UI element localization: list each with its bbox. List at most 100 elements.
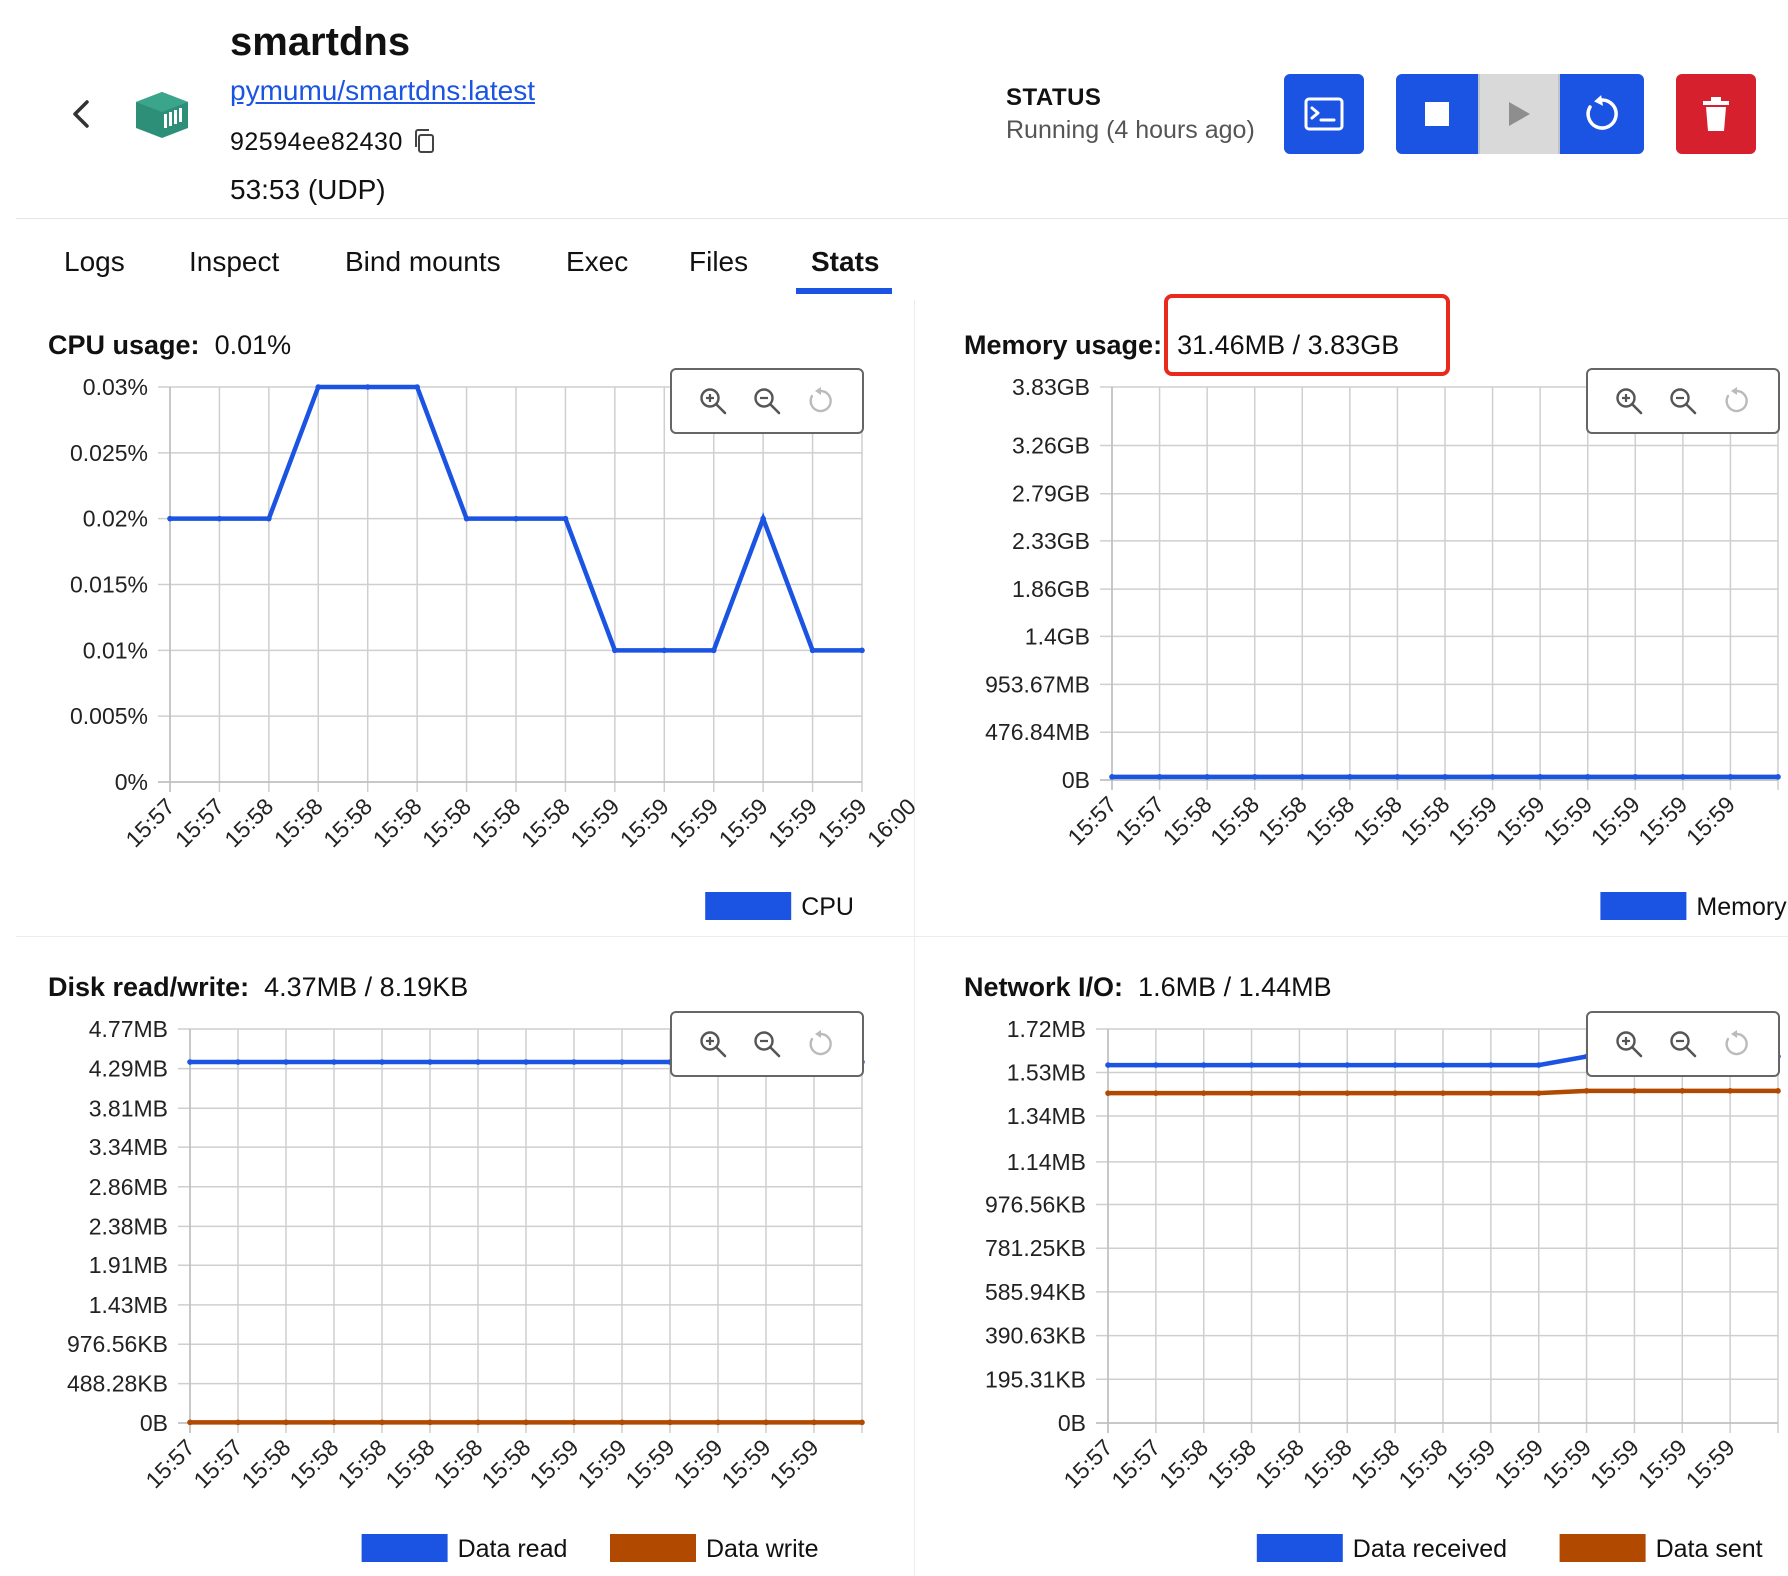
port-mapping: 53:53 (UDP) [230, 174, 386, 205]
data-point [1153, 1062, 1159, 1068]
tab-stats[interactable]: Stats [811, 246, 880, 277]
back-button[interactable] [62, 94, 102, 134]
legend-swatch[interactable] [1600, 892, 1687, 920]
x-tick-label: 15:57 [170, 793, 229, 852]
x-tick-label: 15:58 [368, 793, 427, 852]
x-tick-label: 15:58 [1202, 1434, 1261, 1493]
data-point [710, 647, 717, 654]
x-tick-label: 15:58 [1300, 791, 1359, 850]
data-point [619, 1419, 625, 1426]
data-point [1251, 774, 1258, 780]
y-tick-label: 0B [1062, 767, 1090, 793]
network-zoom-controls [1586, 1011, 1780, 1077]
data-point [1200, 1062, 1207, 1068]
data-point [1440, 1062, 1446, 1068]
x-tick-label: 15:59 [664, 793, 723, 852]
status-label: STATUS [1006, 84, 1102, 111]
reset-zoom-icon[interactable] [1722, 1029, 1752, 1059]
zoom-out-icon[interactable] [752, 386, 782, 416]
reset-zoom-icon[interactable] [806, 386, 836, 416]
data-point [379, 1419, 385, 1426]
active-tab-indicator [796, 288, 892, 294]
zoom-in-icon[interactable] [698, 1029, 728, 1059]
y-tick-label: 1.72MB [1007, 1016, 1086, 1042]
data-point [1631, 1088, 1638, 1094]
data-point [427, 1059, 433, 1065]
x-tick-label: 15:59 [524, 1434, 583, 1493]
data-point [1156, 774, 1163, 780]
disk-zoom-controls [670, 1011, 864, 1077]
lifecycle-button-group [1396, 74, 1644, 154]
zoom-out-icon[interactable] [752, 1029, 782, 1059]
stop-button[interactable] [1396, 74, 1478, 154]
reset-zoom-icon[interactable] [1722, 386, 1752, 416]
legend-swatch[interactable] [705, 892, 792, 920]
data-point [859, 647, 865, 654]
delete-button[interactable] [1676, 74, 1756, 154]
tab-inspect[interactable]: Inspect [189, 246, 280, 277]
x-tick-label: 15:57 [140, 1434, 199, 1493]
data-point [1344, 1090, 1351, 1096]
chevron-left-icon [73, 100, 89, 128]
container-box-icon [134, 90, 190, 140]
legend-swatch[interactable] [361, 1534, 448, 1562]
data-point [1775, 1088, 1781, 1094]
status-value: Running (4 hours ago) [1006, 116, 1255, 144]
x-tick-label: 15:58 [284, 1434, 343, 1493]
cpu-zoom-controls [670, 368, 864, 434]
legend-label: Data received [1353, 1535, 1507, 1563]
data-point [1200, 1090, 1207, 1096]
data-point [571, 1059, 577, 1065]
x-tick-label: 15:59 [1537, 1434, 1596, 1493]
tab-files[interactable]: Files [689, 246, 749, 277]
zoom-in-icon[interactable] [1614, 1029, 1644, 1059]
legend-swatch[interactable] [1559, 1534, 1646, 1562]
x-tick-label: 15:59 [716, 1434, 775, 1493]
x-tick-label: 15:57 [188, 1434, 247, 1493]
terminal-icon [1304, 97, 1344, 131]
terminal-button[interactable] [1284, 74, 1364, 154]
y-tick-label: 3.83GB [1012, 374, 1090, 400]
disk-rw-label: Disk read/write: [48, 972, 250, 1002]
image-link[interactable]: pymumu/smartdns:latest [230, 75, 535, 106]
restart-button[interactable] [1560, 74, 1644, 154]
data-point [1442, 774, 1448, 780]
legend-label: Data write [706, 1535, 819, 1563]
network-io-label: Network I/O: [964, 972, 1124, 1002]
copy-icon [415, 129, 434, 153]
restart-icon [1586, 95, 1618, 130]
zoom-out-icon[interactable] [1668, 1029, 1698, 1059]
y-tick-label: 476.84MB [985, 719, 1090, 745]
tab-logs[interactable]: Logs [64, 246, 125, 277]
start-button[interactable] [1478, 74, 1560, 154]
data-point [331, 1419, 337, 1426]
zoom-out-icon[interactable] [1668, 386, 1698, 416]
zoom-in-icon[interactable] [1614, 386, 1644, 416]
tab-bind-mounts[interactable]: Bind mounts [345, 246, 501, 277]
tab-exec[interactable]: Exec [566, 246, 629, 277]
legend-swatch[interactable] [1256, 1534, 1343, 1562]
data-point [463, 515, 470, 522]
data-point [1204, 774, 1210, 780]
data-point [809, 647, 816, 654]
y-tick-label: 1.43MB [89, 1292, 168, 1318]
x-tick-label: 15:58 [1205, 791, 1264, 850]
zoom-in-icon[interactable] [698, 386, 728, 416]
x-tick-label: 15:58 [318, 793, 377, 852]
y-tick-label: 2.33GB [1012, 528, 1090, 554]
data-point [1392, 1062, 1398, 1068]
reset-zoom-icon[interactable] [806, 1029, 836, 1059]
cpu-chart: 0% 0.005% 0.01% 0.015% 0.02% 0.025% 0.03% 15:57… [70, 374, 921, 921]
legend-label: Data read [458, 1535, 568, 1563]
memory-value-highlight [1164, 294, 1450, 376]
data-point [1248, 1090, 1255, 1096]
cpu-usage-label: CPU usage: [48, 330, 200, 360]
y-tick-label: 0.015% [70, 572, 148, 598]
x-tick-label: 15:57 [1058, 1434, 1117, 1493]
data-point [414, 384, 420, 390]
copy-button[interactable] [412, 128, 438, 156]
legend-swatch[interactable] [610, 1534, 696, 1562]
x-tick-label: 15:59 [764, 1434, 823, 1493]
data-point [364, 384, 371, 390]
